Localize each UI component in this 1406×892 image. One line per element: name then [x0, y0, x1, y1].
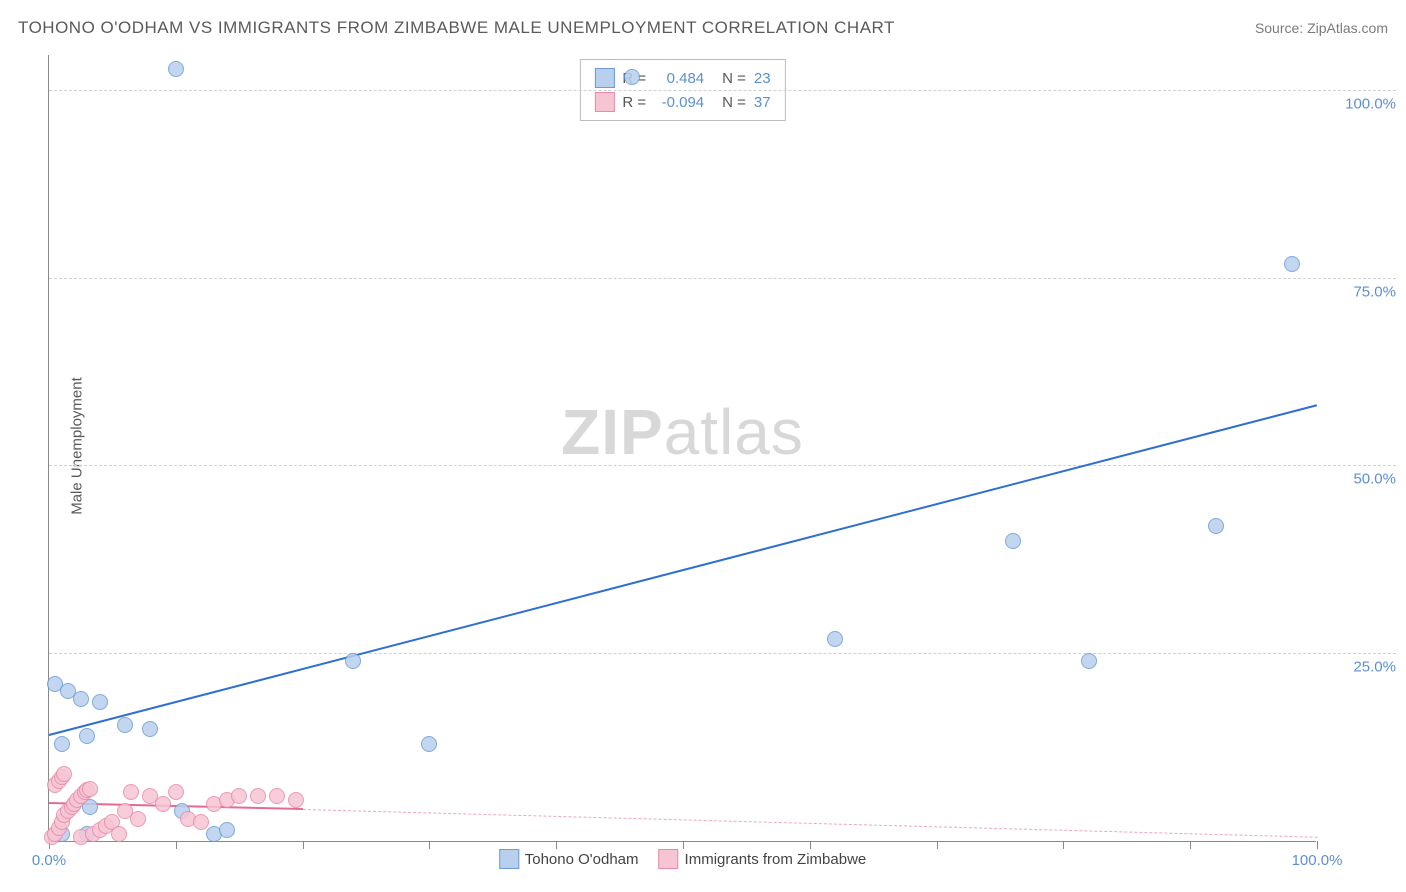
series-legend: Tohono O'odham Immigrants from Zimbabwe: [499, 849, 867, 869]
gridline: [49, 90, 1396, 91]
data-point: [1208, 518, 1224, 534]
r-label: R =: [622, 94, 646, 111]
x-tick-label: 100.0%: [1292, 852, 1343, 869]
chart-area: ZIPatlas R = 0.484 N = 23 R = -0.094 N =…: [48, 55, 1316, 842]
legend-swatch: [499, 849, 519, 869]
data-point: [168, 784, 184, 800]
r-value-1: 0.484: [654, 70, 704, 87]
data-point: [142, 721, 158, 737]
legend-row-2: R = -0.094 N = 37: [594, 90, 770, 114]
r-value-2: -0.094: [654, 94, 704, 111]
chart-title: TOHONO O'ODHAM VS IMMIGRANTS FROM ZIMBAB…: [18, 18, 895, 38]
data-point: [219, 822, 235, 838]
data-point: [1284, 256, 1300, 272]
data-point: [624, 69, 640, 85]
data-point: [421, 736, 437, 752]
data-point: [123, 784, 139, 800]
data-point: [1081, 653, 1097, 669]
legend-label: Immigrants from Zimbabwe: [685, 851, 867, 868]
data-point: [54, 736, 70, 752]
gridline: [49, 278, 1396, 279]
y-tick-label: 75.0%: [1326, 283, 1396, 300]
x-tick: [1190, 841, 1191, 849]
trend-line-dashed: [303, 809, 1317, 838]
data-point: [345, 653, 361, 669]
swatch-blue: [594, 68, 614, 88]
x-tick: [937, 841, 938, 849]
data-point: [73, 691, 89, 707]
x-tick: [429, 841, 430, 849]
y-tick-label: 100.0%: [1326, 96, 1396, 113]
data-point: [82, 781, 98, 797]
swatch-pink: [594, 92, 614, 112]
x-tick: [303, 841, 304, 849]
data-point: [827, 631, 843, 647]
gridline: [49, 465, 1396, 466]
x-tick: [810, 841, 811, 849]
n-label: N =: [722, 94, 746, 111]
y-tick-label: 50.0%: [1326, 471, 1396, 488]
gridline: [49, 653, 1396, 654]
n-value-1: 23: [754, 70, 771, 87]
data-point: [168, 61, 184, 77]
x-tick: [556, 841, 557, 849]
n-value-2: 37: [754, 94, 771, 111]
data-point: [193, 814, 209, 830]
watermark: ZIPatlas: [561, 395, 804, 469]
data-point: [130, 811, 146, 827]
data-point: [56, 766, 72, 782]
x-tick: [176, 841, 177, 849]
data-point: [92, 694, 108, 710]
legend-item: Immigrants from Zimbabwe: [659, 849, 867, 869]
data-point: [117, 717, 133, 733]
data-point: [288, 792, 304, 808]
n-label: N =: [722, 70, 746, 87]
legend-item: Tohono O'odham: [499, 849, 639, 869]
data-point: [231, 788, 247, 804]
legend-swatch: [659, 849, 679, 869]
x-tick: [1063, 841, 1064, 849]
legend-label: Tohono O'odham: [525, 851, 639, 868]
x-tick-label: 0.0%: [32, 852, 66, 869]
y-tick-label: 25.0%: [1326, 658, 1396, 675]
x-tick: [1317, 841, 1318, 849]
data-point: [250, 788, 266, 804]
source-label: Source: ZipAtlas.com: [1255, 20, 1388, 36]
data-point: [269, 788, 285, 804]
data-point: [1005, 533, 1021, 549]
data-point: [79, 728, 95, 744]
trend-line: [49, 404, 1317, 736]
x-tick: [683, 841, 684, 849]
legend-row-1: R = 0.484 N = 23: [594, 66, 770, 90]
data-point: [111, 826, 127, 842]
data-point: [155, 796, 171, 812]
